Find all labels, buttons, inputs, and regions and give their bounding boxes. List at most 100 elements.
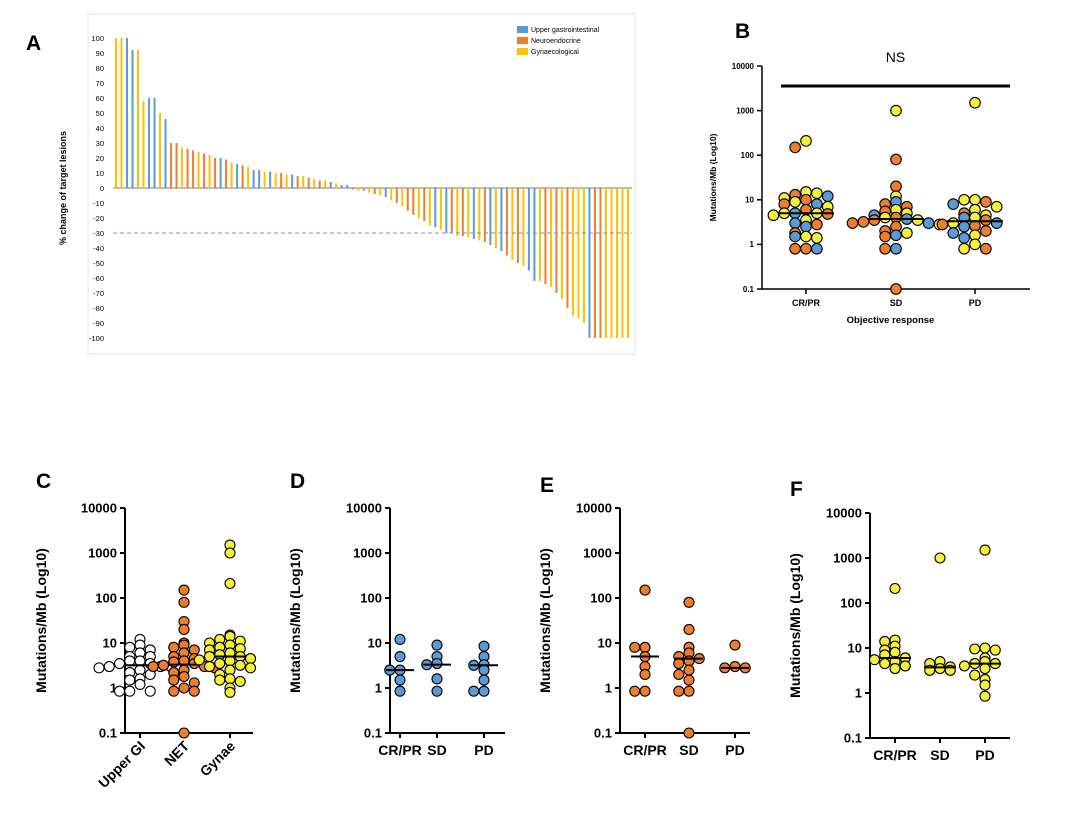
bar [412, 188, 415, 215]
bar [599, 188, 602, 338]
bar [214, 158, 217, 188]
data-point [800, 193, 812, 206]
legend-swatch [517, 26, 528, 33]
data-point [683, 655, 695, 667]
axis-tick-label: 20 [96, 154, 104, 163]
data-point [890, 242, 902, 255]
y-tick-label: 10000 [732, 62, 755, 71]
bar [434, 188, 437, 227]
bar [549, 188, 552, 287]
x-tick-label: SD [427, 742, 446, 758]
data-point [811, 218, 823, 231]
data-point [224, 686, 236, 698]
bar [285, 174, 288, 188]
data-point [958, 193, 970, 206]
bar [560, 188, 563, 299]
bar [511, 188, 514, 260]
bar [505, 188, 508, 256]
data-point [800, 242, 812, 255]
y-tick-label: 100 [741, 151, 755, 160]
data-point [958, 242, 970, 255]
data-point [639, 685, 651, 697]
bar [115, 38, 117, 188]
y-tick-label: 0.1 [364, 726, 382, 741]
bar [230, 162, 233, 188]
bar [159, 113, 162, 188]
data-point [673, 685, 685, 697]
bar [219, 158, 222, 188]
x-tick-label: SD [679, 742, 698, 758]
data-point [214, 674, 226, 686]
panel-a: A 1009080706050403020100-10-20-30-40-50-6… [26, 13, 636, 355]
data-point [958, 232, 970, 244]
data-point [980, 225, 992, 237]
bar [401, 188, 404, 206]
y-tick-label: 10000 [826, 506, 862, 521]
x-tick-label: SD [930, 747, 949, 763]
bar [126, 38, 129, 188]
data-point [789, 141, 801, 154]
bar [417, 188, 420, 218]
bar [390, 188, 393, 200]
data-point [889, 646, 901, 658]
data-point [979, 690, 991, 702]
axis-tick-label: 40 [96, 124, 104, 133]
bar [153, 98, 156, 188]
panel-a-frame [87, 13, 636, 355]
data-point [431, 685, 443, 697]
bar [324, 180, 327, 188]
data-point [868, 214, 881, 226]
bar [593, 188, 596, 338]
x-tick-label: PD [474, 742, 493, 758]
axis-tick-label: -40 [93, 244, 104, 253]
bar [296, 176, 299, 188]
bar [428, 188, 431, 226]
x-tick-label: PD [725, 742, 744, 758]
data-point [857, 216, 870, 228]
data-point [394, 674, 406, 686]
data-point [868, 654, 881, 666]
bar [340, 185, 343, 188]
data-point [729, 639, 741, 651]
data-point [234, 675, 246, 687]
data-point [639, 584, 651, 596]
data-point [911, 214, 924, 226]
data-point [478, 640, 490, 652]
data-point [979, 544, 991, 556]
bar [610, 188, 613, 338]
data-point [168, 674, 180, 686]
data-point [980, 242, 992, 255]
bar [351, 188, 354, 190]
data-point [767, 209, 780, 222]
x-tick-label: PD [969, 298, 982, 308]
x-axis-label: Objective response [847, 315, 935, 326]
data-point [811, 187, 823, 200]
bar [148, 98, 151, 188]
axis-tick-label: -70 [93, 289, 104, 298]
bar [582, 188, 585, 323]
axis-tick-label: 0 [100, 184, 104, 193]
bar [527, 188, 530, 271]
bar [406, 188, 409, 211]
axis-tick-label: 50 [96, 109, 104, 118]
data-point [683, 674, 695, 686]
data-point [683, 685, 695, 697]
bar [252, 170, 255, 188]
data-point [979, 679, 991, 691]
bar [291, 174, 294, 188]
bar [384, 188, 387, 197]
bar [274, 173, 277, 188]
data-point [431, 673, 443, 685]
data-point [113, 657, 126, 670]
data-point [629, 641, 641, 653]
data-point [899, 660, 911, 672]
bar [164, 119, 167, 188]
data-point [124, 674, 136, 686]
bar [533, 188, 536, 281]
bar [346, 185, 349, 188]
data-point [683, 727, 695, 739]
axis-tick-label: 60 [96, 94, 104, 103]
axis-tick-label: 10 [96, 169, 104, 178]
bar [318, 180, 321, 188]
